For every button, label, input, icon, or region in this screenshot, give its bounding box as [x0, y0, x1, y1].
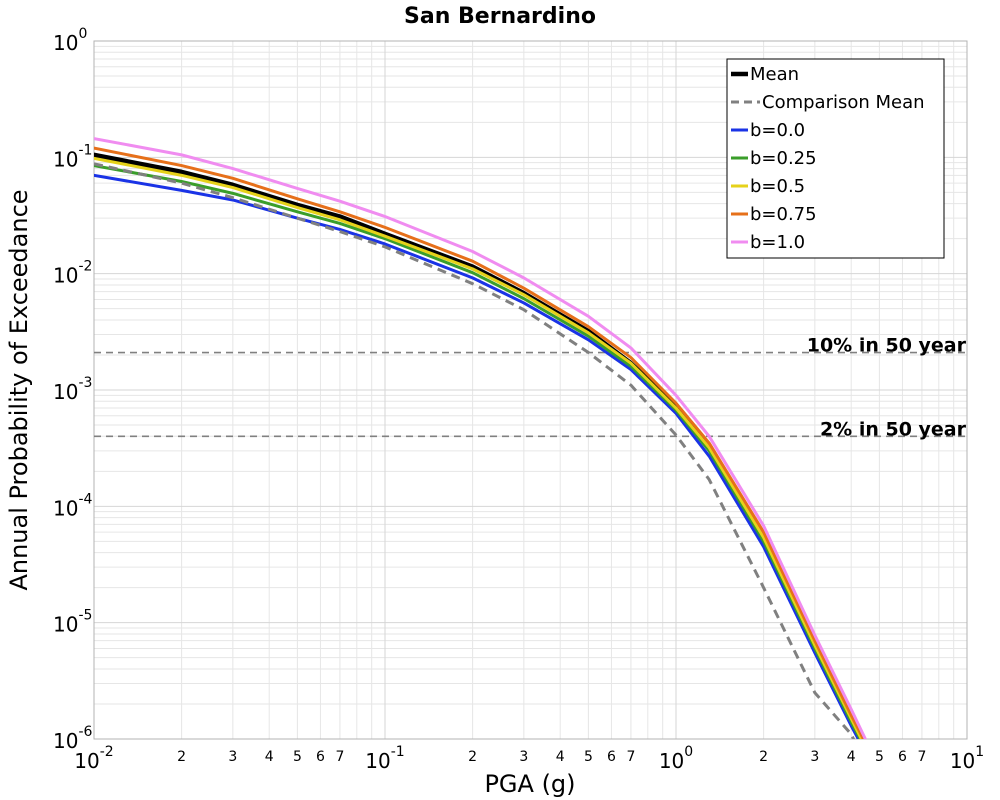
y-tick-label: 10-5 — [53, 608, 92, 637]
x-minor-tick-label: 3 — [810, 749, 819, 765]
x-tick-label: 10-2 — [74, 744, 113, 773]
chart-title: San Bernardino — [404, 4, 596, 29]
series-line — [94, 146, 866, 739]
reference-line-label: 2% in 50 year — [820, 418, 967, 440]
x-minor-tick-label: 6 — [316, 749, 325, 765]
x-minor-tick-label: 4 — [556, 749, 565, 765]
x-minor-tick-label: 7 — [335, 749, 344, 765]
legend-label: b=0.75 — [750, 204, 817, 225]
legend-box — [726, 58, 945, 259]
x-minor-tick-label: 2 — [468, 749, 477, 765]
x-minor-tick-label: 4 — [265, 749, 274, 765]
x-minor-tick-label: 6 — [607, 749, 616, 765]
legend-label: Comparison Mean — [762, 92, 925, 113]
plot-area-frame — [93, 40, 968, 740]
x-minor-tick-label: 5 — [875, 749, 884, 765]
y-tick-label: 10-2 — [53, 259, 92, 288]
series-lines — [94, 137, 868, 739]
y-tick-label: 10-3 — [53, 375, 92, 404]
legend-label: b=0.0 — [750, 120, 805, 141]
x-minor-tick-label: 3 — [228, 749, 237, 765]
reference-lines — [94, 351, 967, 438]
legend-label: b=0.5 — [750, 176, 805, 197]
y-tick-label: 10-4 — [53, 491, 93, 520]
x-minor-tick-label: 5 — [584, 749, 593, 765]
x-minor-tick-label: 4 — [847, 749, 856, 765]
x-minor-tick-label: 3 — [519, 749, 528, 765]
legend-label: b=1.0 — [750, 232, 805, 253]
y-axis-ticks: 100 10-1 10-2 10-3 10-4 10-5 10-6 — [53, 26, 93, 753]
x-tick-label: 100 — [659, 744, 693, 773]
legend-label: b=0.25 — [750, 148, 817, 169]
legend: Mean Comparison Mean b=0.0 b=0.25 b=0.5 b=0.7… — [726, 58, 945, 259]
series-line — [94, 162, 856, 739]
x-axis-title: PGA (g) — [484, 770, 575, 798]
y-tick-label: 10-6 — [53, 724, 93, 753]
reference-line-labels: 10% in 50 year 2% in 50 year — [807, 335, 967, 441]
x-minor-tick-label: 7 — [626, 749, 635, 765]
reference-line-label: 10% in 50 year — [807, 335, 967, 357]
x-minor-tick-label: 2 — [177, 749, 186, 765]
x-minor-tick-label: 2 — [759, 749, 768, 765]
x-tick-label: 10-1 — [365, 744, 404, 773]
x-minor-tick-label: 6 — [898, 749, 907, 765]
y-axis-title: Annual Probability of Exceedance — [5, 189, 33, 590]
legend-label: Mean — [750, 64, 799, 85]
series-line — [94, 137, 868, 739]
x-minor-tick-label: 7 — [917, 749, 926, 765]
x-tick-label: 101 — [950, 744, 984, 773]
x-minor-tick-label: 5 — [293, 749, 302, 765]
y-tick-label: 100 — [53, 26, 87, 55]
grid-lines — [93, 40, 968, 740]
series-line — [94, 164, 862, 739]
series-line — [94, 173, 861, 739]
series-line — [94, 156, 864, 739]
y-tick-label: 10-1 — [53, 142, 92, 171]
